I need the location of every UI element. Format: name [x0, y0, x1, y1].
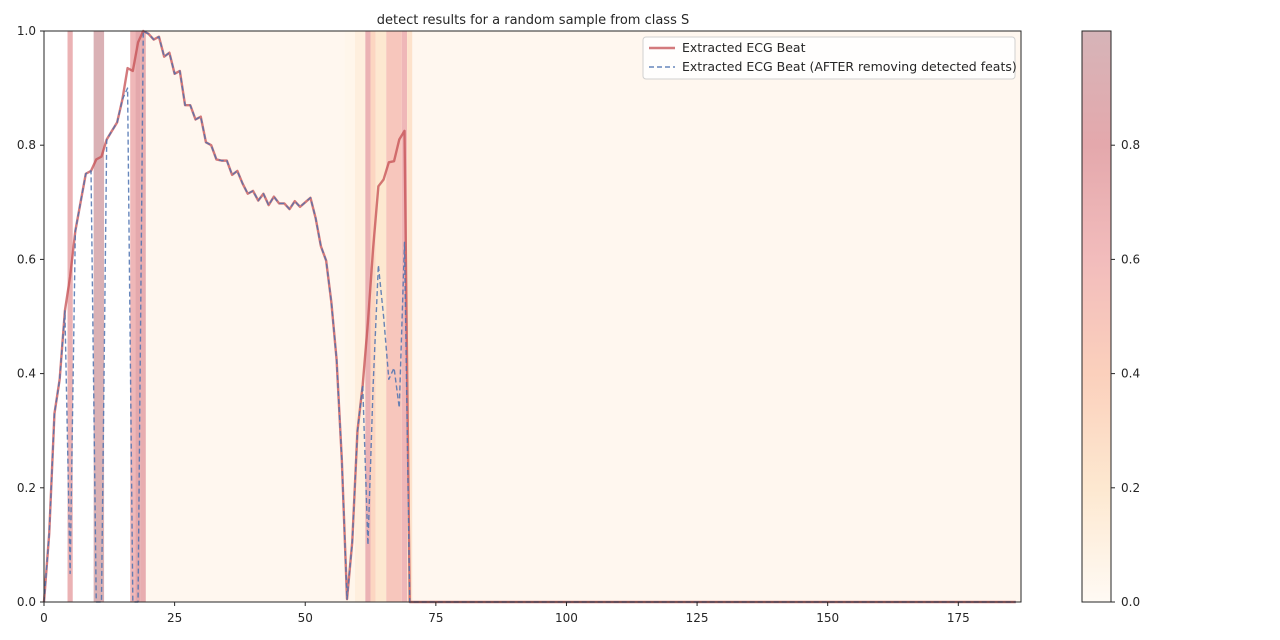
colorbar-tick-label: 0.2	[1121, 481, 1140, 495]
colorbar-tick-label: 0.0	[1121, 595, 1140, 609]
chart-title: detect results for a random sample from …	[377, 13, 690, 28]
highlight-bands	[67, 31, 1021, 602]
highlight-band-11	[386, 31, 402, 602]
y-tick-label: 0.0	[17, 595, 36, 609]
highlight-band-10	[375, 31, 387, 602]
x-tick-label: 75	[428, 611, 443, 625]
legend-box	[642, 36, 1016, 80]
y-tick-label: 0.6	[17, 252, 36, 266]
colorbar: 0.0 0.2 0.4 0.6 0.8	[1081, 30, 1140, 609]
x-tick-label: 0	[40, 611, 48, 625]
highlight-band-5	[145, 31, 345, 602]
highlight-band-12	[401, 31, 408, 602]
series-line-1	[43, 30, 1016, 603]
x-tick-label: 25	[167, 611, 182, 625]
y-axis: 0.0 0.2 0.4 0.6 0.8 1.0	[17, 24, 44, 609]
x-tick-label: 100	[555, 611, 578, 625]
highlight-band-0	[67, 31, 73, 602]
legend: Extracted ECG Beat Extracted ECG Beat (AF…	[642, 36, 1017, 80]
highlight-band-14	[412, 31, 1021, 602]
x-tick-label: 150	[816, 611, 839, 625]
highlight-band-13	[407, 31, 413, 602]
y-tick-label: 0.8	[17, 138, 36, 152]
colorbar-tick-label: 0.6	[1121, 252, 1140, 266]
x-tick-label: 175	[947, 611, 970, 625]
legend-label-0: Extracted ECG Beat	[682, 40, 806, 55]
colorbar-bar	[1081, 30, 1112, 603]
y-tick-label: 0.4	[17, 367, 36, 381]
x-tick-label: 50	[298, 611, 313, 625]
colorbar-tick-label: 0.4	[1121, 367, 1140, 381]
x-axis: 0 25 50 75 100 125 150 175	[40, 602, 970, 625]
highlight-band-6	[344, 31, 355, 602]
highlight-band-4	[140, 31, 146, 602]
y-tick-label: 0.2	[17, 481, 36, 495]
highlight-band-3	[135, 31, 141, 602]
x-tick-label: 125	[686, 611, 709, 625]
highlight-band-9	[370, 31, 376, 602]
plot-frame	[43, 30, 1022, 603]
legend-label-1: Extracted ECG Beat (AFTER removing detec…	[682, 59, 1017, 74]
y-tick-label: 1.0	[17, 24, 36, 38]
highlight-band-2	[130, 31, 136, 602]
colorbar-tick-label: 0.8	[1121, 138, 1140, 152]
series-lines	[42, 29, 1016, 604]
highlight-band-7	[354, 31, 366, 602]
highlight-band-1	[93, 31, 105, 602]
